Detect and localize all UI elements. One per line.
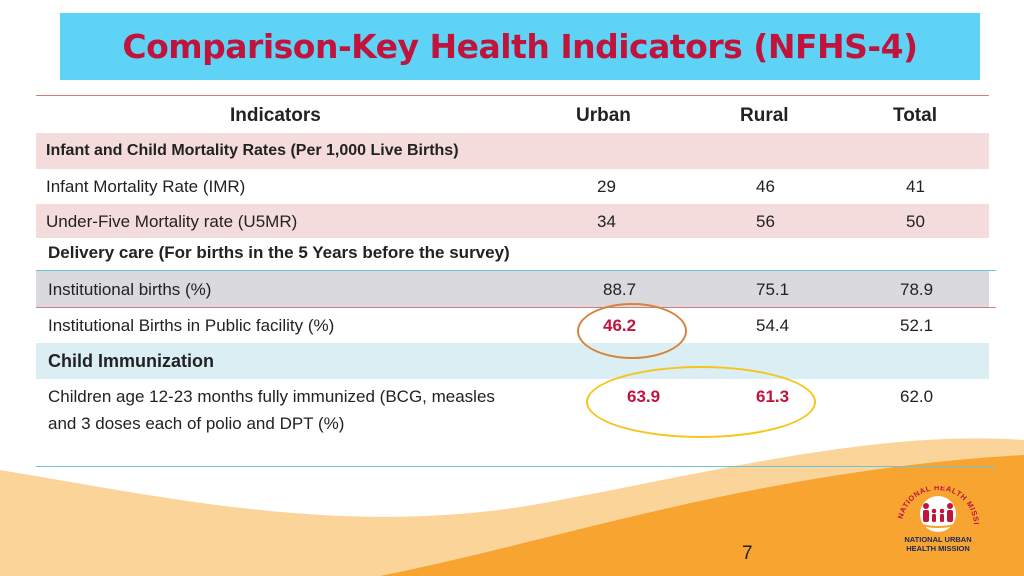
section-infant-child-mortality: Infant and Child Mortality Rates (Per 1,… — [46, 142, 459, 159]
svg-text:NATIONAL URBAN: NATIONAL URBAN — [904, 535, 971, 544]
title-bar: Comparison-Key Health Indicators (NFHS-4… — [60, 13, 980, 80]
inst-label: Institutional births (%) — [48, 280, 212, 299]
u5mr-rural: 56 — [756, 212, 775, 231]
section3-band — [36, 343, 989, 379]
public-total: 52.1 — [900, 316, 934, 335]
header-urban: Urban — [576, 105, 631, 126]
imr-total: 41 — [906, 177, 925, 196]
inst-total: 78.9 — [900, 280, 934, 299]
u5mr-total: 50 — [906, 212, 925, 231]
imr-rural: 46 — [756, 177, 775, 196]
inst-bottom-border — [36, 307, 996, 308]
table-bottom-border — [36, 466, 996, 467]
public-label: Institutional Births in Public facility … — [48, 316, 335, 335]
page-number: 7 — [742, 543, 753, 564]
inst-urban: 88.7 — [603, 280, 637, 299]
u5mr-urban: 34 — [597, 212, 616, 231]
section1-band — [36, 133, 989, 169]
inst-band — [36, 271, 989, 307]
imr-urban: 29 — [597, 177, 616, 196]
section-delivery-care: Delivery care (For births in the 5 Years… — [48, 243, 510, 262]
u5mr-band — [36, 204, 989, 238]
public-rural: 54.4 — [756, 316, 790, 335]
immun-label-line2: and 3 doses each of polio and DPT (%) — [48, 414, 345, 433]
u5mr-label: Under-Five Mortality rate (U5MR) — [46, 212, 298, 231]
imr-label: Infant Mortality Rate (IMR) — [46, 177, 246, 196]
highlight-circle-immunization — [586, 366, 816, 438]
header-indicators: Indicators — [230, 105, 321, 126]
immun-label-line1: Children age 12-23 months fully immunize… — [48, 387, 495, 406]
section-child-immunization: Child Immunization — [48, 351, 214, 371]
header-rural: Rural — [740, 105, 789, 126]
inst-top-border — [36, 270, 996, 271]
inst-rural: 75.1 — [756, 280, 790, 299]
header-total: Total — [893, 105, 937, 126]
table-top-border — [36, 95, 989, 96]
nhm-logo: NATIONAL HEALTH MISSION NATIONAL URBAN H… — [888, 486, 980, 553]
slide-title: Comparison-Key Health Indicators (NFHS-4… — [122, 27, 918, 66]
svg-text:HEALTH MISSION: HEALTH MISSION — [906, 544, 970, 553]
immun-total: 62.0 — [900, 387, 934, 406]
highlight-circle-public-urban — [577, 303, 687, 359]
